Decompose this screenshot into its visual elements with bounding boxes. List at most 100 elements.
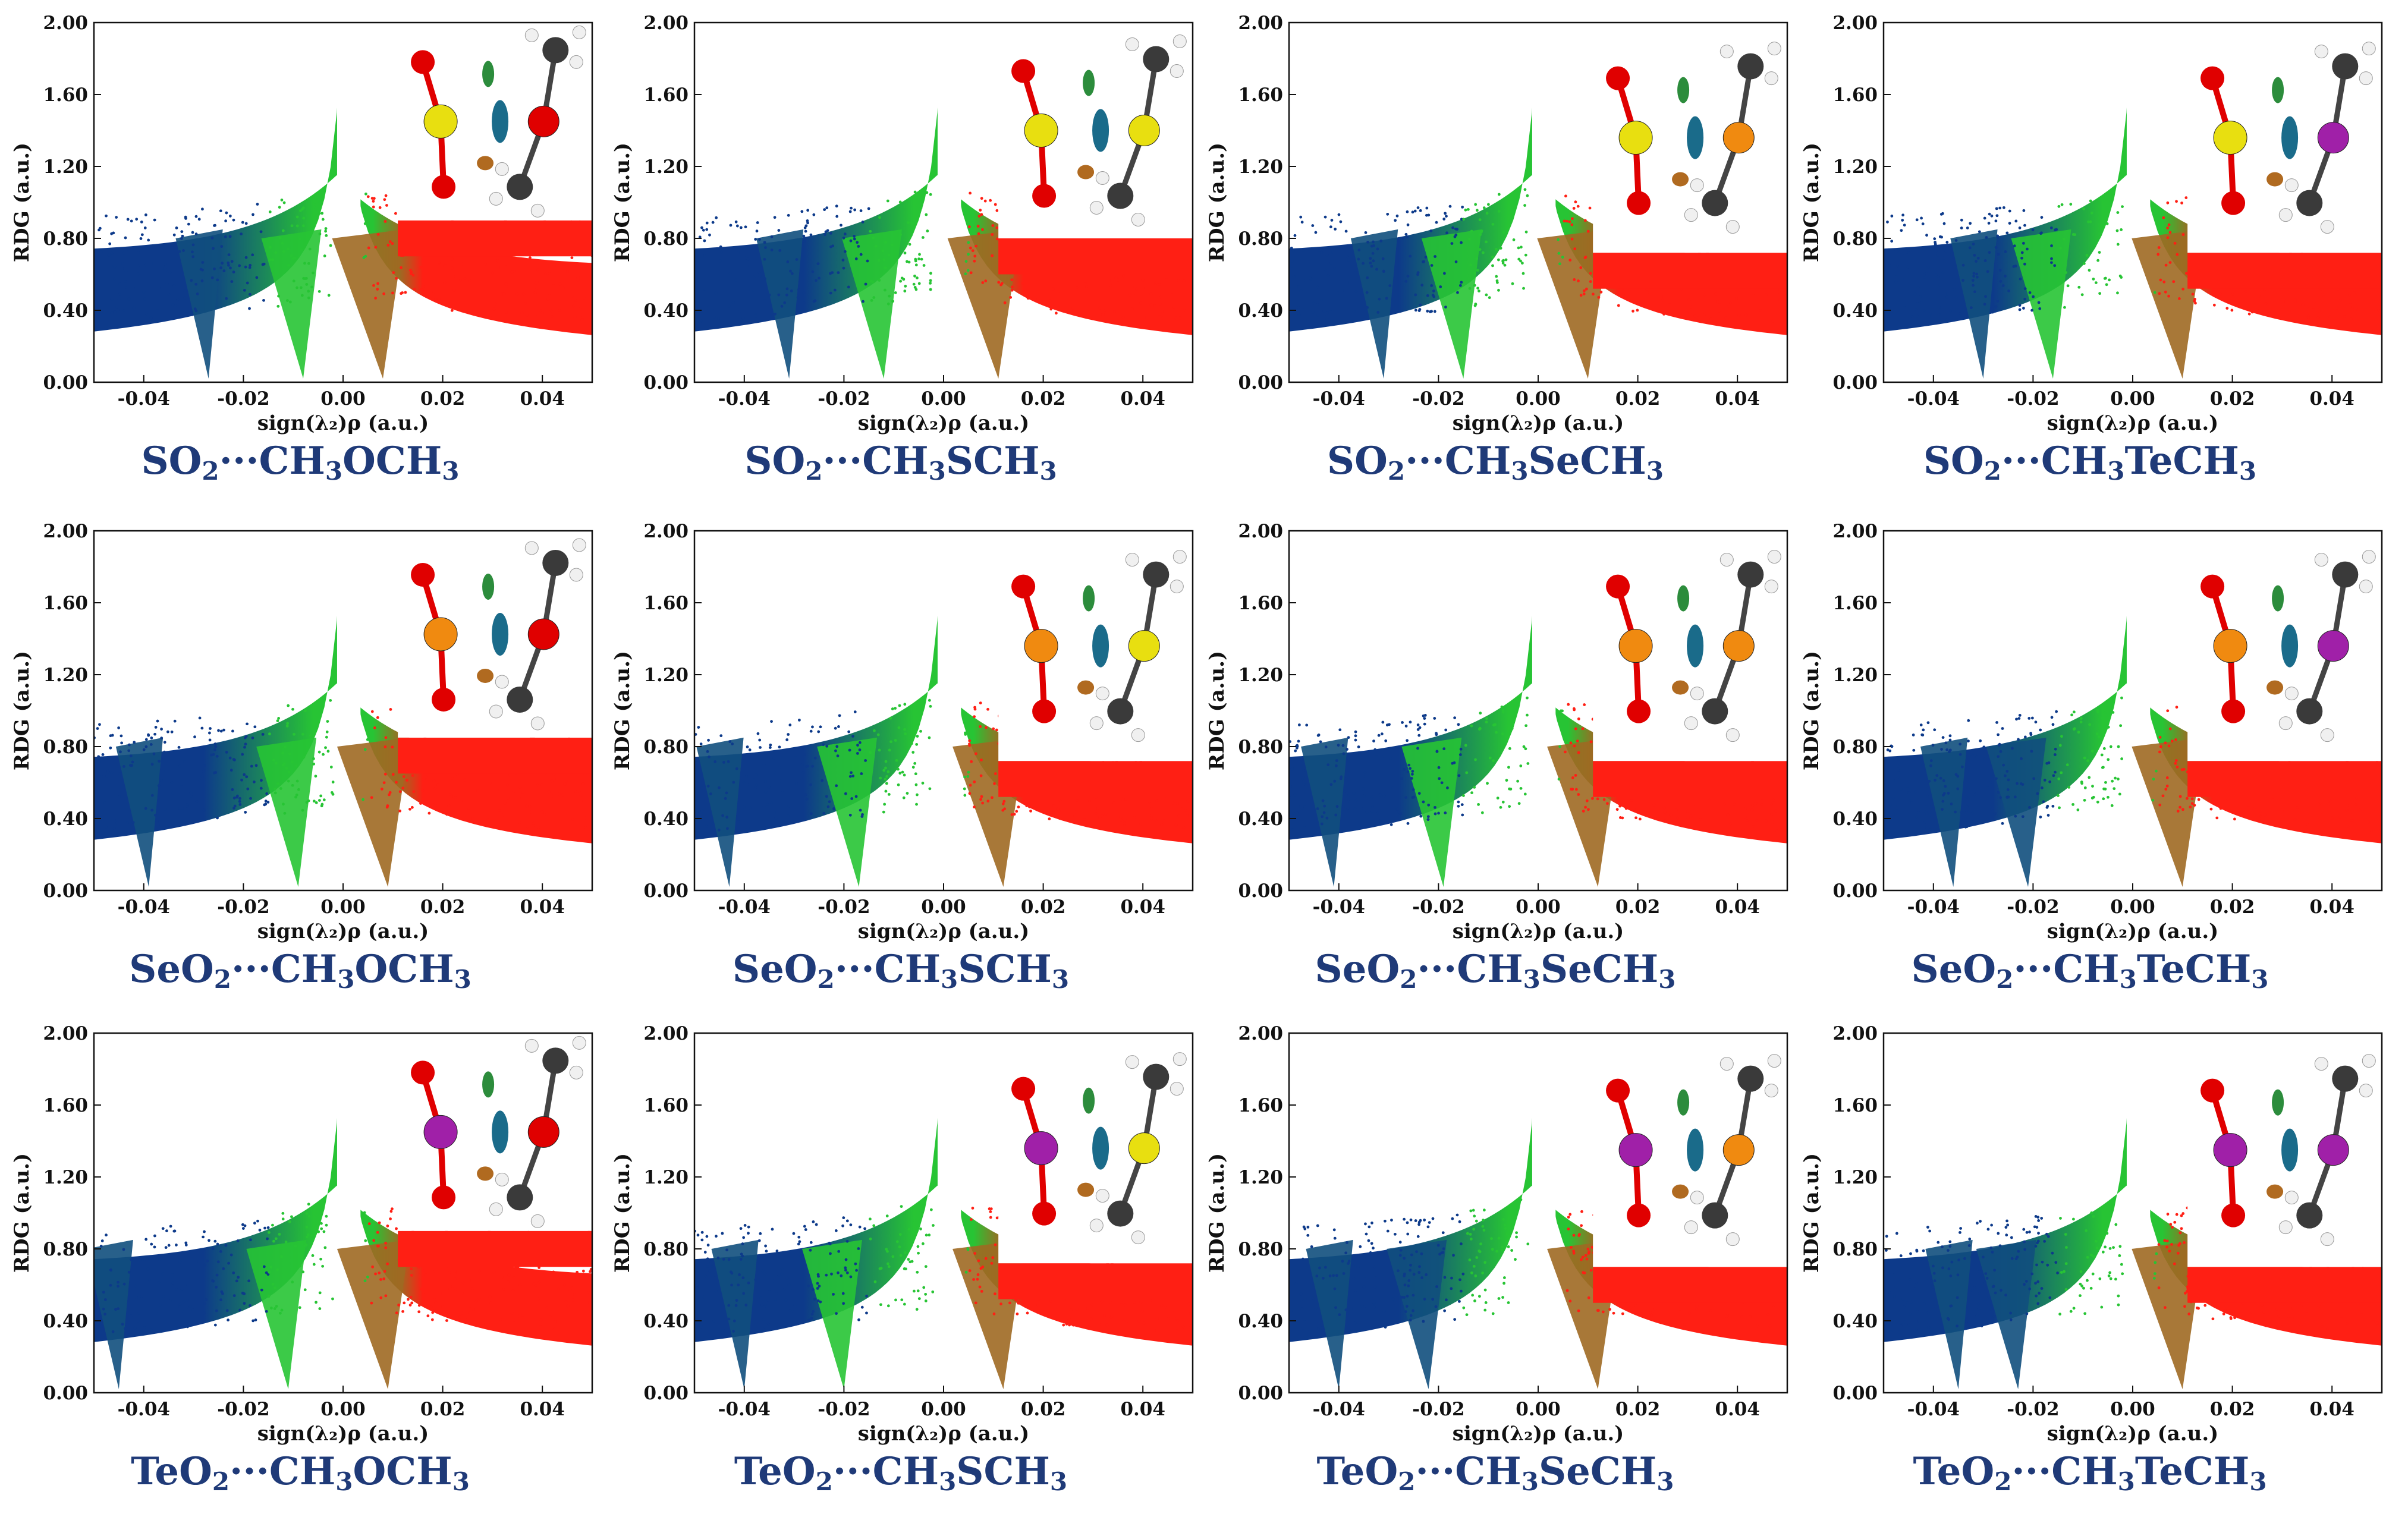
rdg-point [471,817,474,820]
rdg-point [921,236,925,239]
x-tick-label: 0.02 [1615,896,1661,918]
rdg-point [907,1227,911,1231]
rdg-point [1419,303,1422,307]
x-tick-label: -0.02 [818,896,870,918]
rdg-point [266,1237,269,1241]
rdg-point [921,782,925,785]
rdg-point [1998,206,2002,210]
rdg-point [118,772,121,776]
rdg-point [124,270,128,273]
rdg-point [1990,1223,1994,1227]
rdg-point [302,224,305,228]
x-tick-label: 0.00 [1516,1399,1561,1420]
rdg-point [764,246,767,249]
rdg-point [1984,1272,1988,1276]
rdg-point [2085,254,2089,257]
rdg-point [1485,293,1488,297]
rdg-point [1999,750,2003,753]
rdg-point [2284,299,2287,303]
rdg-point [267,1295,271,1298]
rdg-point [1436,1244,1440,1247]
rdg-point [1464,208,1467,212]
rdg-point [1887,317,1890,320]
rdg-point [2028,291,2032,294]
rdg-point [1572,1249,1576,1253]
rdg-point [1986,786,1989,790]
rdg-point [476,818,479,821]
rdg-point [1893,1295,1896,1298]
rdg-point [1725,1315,1728,1318]
rdg-point [696,276,699,279]
x-tick-label: -0.02 [217,1399,269,1420]
rdg-point [1663,819,1667,823]
rdg-point [99,250,103,253]
rdg-point [138,1258,142,1262]
rdg-point [835,784,838,788]
y-tick-label: 0.00 [1238,372,1283,394]
rdg-point [1756,1324,1759,1328]
rdg-point [139,237,143,240]
rdg-point [835,215,839,218]
rdg-point [2185,797,2189,800]
rdg-point [290,224,294,228]
rdg-point [2020,256,2023,260]
rdg-point [1418,726,1422,729]
rdg-point [2051,1251,2054,1255]
rdg-point [1505,1232,1509,1235]
rdg-point [829,245,832,248]
rdg-point [256,1219,259,1223]
rdg-point [1084,282,1087,285]
rdg-point [2023,735,2027,739]
rdg-point [812,1310,815,1313]
rdg-point [126,218,130,221]
rdg-point [1419,814,1423,818]
rdg-point [772,756,775,760]
rdg-point [1930,1281,1934,1285]
rdg-point [287,247,290,251]
rdg-point [812,213,816,216]
rdg-spike [756,229,804,379]
rdg-point [294,795,297,799]
rdg-point [856,744,859,747]
rdg-point [915,1308,919,1311]
rdg-point [200,726,204,730]
rdg-point [2007,289,2010,292]
rdg-point [1154,819,1158,822]
rdg-point [2154,1261,2157,1264]
rdg-point [966,221,969,224]
rdg-point [1296,744,1299,747]
rdg-point [1338,1313,1341,1317]
rdg-point [1746,819,1749,823]
rdg-point [2233,1313,2236,1317]
rdg-point [419,802,422,805]
x-tick-label: 0.02 [420,896,466,918]
rdg-point [249,1238,252,1242]
rdg-point [319,1257,322,1261]
y-tick-label: 1.20 [43,1167,88,1188]
rdg-point [1949,1274,1953,1277]
rdg-point [2280,810,2284,813]
rdg-point [288,1220,291,1223]
rdg-point [2120,228,2123,231]
rdg-point [1920,216,1923,220]
rdg-point [1302,769,1306,772]
rdg-point [1426,294,1429,297]
rdg-point [848,813,852,817]
rdg-point [1344,1251,1348,1255]
rdg-point [2118,1254,2121,1257]
rdg-point [382,292,385,295]
rdg-point [543,813,546,816]
rdg-point [429,1305,433,1308]
rdg-point [698,810,701,813]
rdg-point [492,307,496,311]
rdg-point [443,281,447,284]
rdg-point [1475,1256,1479,1259]
atom-chalcogen-donor [1128,1132,1160,1164]
rdg-point [1569,741,1573,745]
rdg-point [1075,1307,1079,1311]
rdg-point [703,287,706,291]
rdg-point [468,1305,471,1308]
rdg-point [246,281,249,285]
rdg-point [1933,1279,1937,1283]
rdg-point [1058,799,1062,802]
